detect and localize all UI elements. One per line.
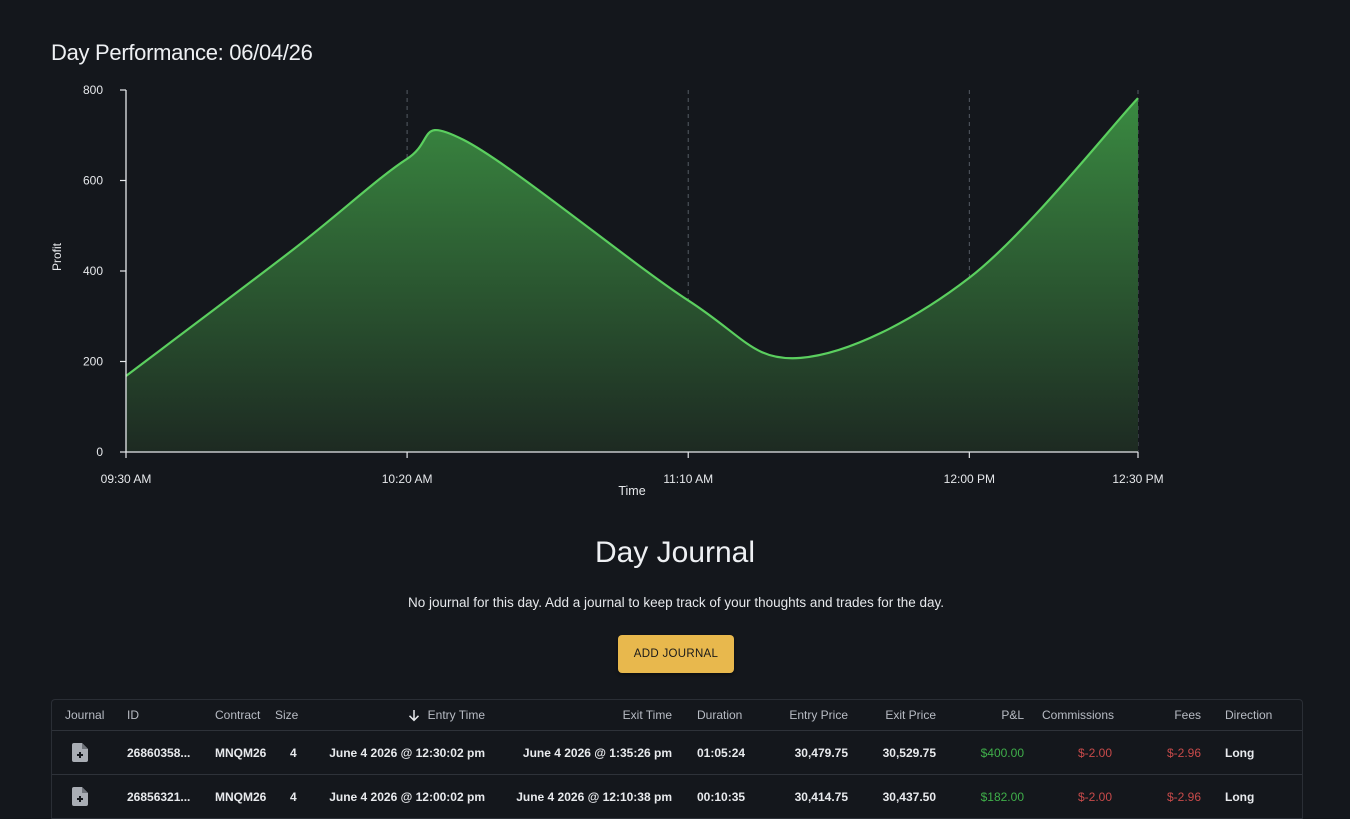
trade-entry-time: June 4 2026 @ 12:30:02 pm — [329, 745, 485, 760]
arrow-down-icon — [408, 709, 420, 722]
trade-direction: Long — [1225, 745, 1255, 760]
trade-duration: 00:10:35 — [697, 789, 746, 804]
note-add-icon[interactable] — [72, 775, 88, 818]
table-row[interactable]: 26856321... MNQM26 4 June 4 2026 @ 12:00… — [52, 775, 1302, 819]
trade-size: 4 — [290, 789, 297, 804]
column-header-size[interactable]: Size — [275, 708, 299, 722]
trade-fees: $-2.96 — [1166, 789, 1201, 804]
column-header-duration[interactable]: Duration — [697, 708, 743, 722]
table-header-row: Journal ID Contract Size Entry Time Exit… — [52, 700, 1302, 731]
trade-size: 4 — [290, 745, 297, 760]
trade-pnl: $400.00 — [980, 745, 1024, 760]
profit-line — [125, 97, 1139, 377]
trade-exit-price: 30,437.50 — [882, 789, 936, 804]
trade-id: 26860358... — [127, 745, 191, 760]
column-header-contract[interactable]: Contract — [215, 708, 261, 722]
x-tick-label: 10:20 AM — [382, 472, 433, 486]
column-header-id[interactable]: ID — [127, 708, 139, 722]
trades-table: Journal ID Contract Size Entry Time Exit… — [51, 699, 1303, 819]
column-header-commissions[interactable]: Commissions — [1042, 708, 1115, 722]
trade-commissions: $-2.00 — [1077, 789, 1112, 804]
y-tick-label: 400 — [83, 264, 103, 278]
trade-contract: MNQM26 — [215, 745, 267, 760]
column-header-entry-price[interactable]: Entry Price — [789, 708, 848, 722]
trade-contract: MNQM26 — [215, 789, 267, 804]
add-journal-button[interactable]: ADD JOURNAL — [618, 635, 734, 673]
profit-area-chart: 0 200 400 600 800 09:30 AM 10:20 AM 11:10 AM 12:… — [50, 83, 1164, 498]
x-axis-label: Time — [618, 484, 645, 498]
y-tick-label: 0 — [96, 445, 103, 459]
trade-id: 26856321... — [127, 789, 191, 804]
page-title: Day Performance: 06/04/26 — [51, 40, 313, 65]
trade-fees: $-2.96 — [1166, 745, 1201, 760]
note-add-icon[interactable] — [72, 731, 88, 774]
trade-exit-price: 30,529.75 — [882, 745, 936, 760]
trade-exit-time: June 4 2026 @ 1:35:26 pm — [522, 745, 672, 760]
x-tick-label: 12:00 PM — [944, 472, 995, 486]
entry-time-header-label: Entry Time — [427, 708, 485, 722]
column-header-exit-time[interactable]: Exit Time — [622, 708, 672, 722]
trade-commissions: $-2.00 — [1077, 745, 1112, 760]
trade-entry-time: June 4 2026 @ 12:00:02 pm — [329, 789, 485, 804]
trade-exit-time: June 4 2026 @ 12:10:38 pm — [516, 789, 672, 804]
no-journal-message: No journal for this day. Add a journal t… — [407, 595, 945, 610]
trade-direction: Long — [1225, 789, 1255, 804]
column-header-pnl[interactable]: P&L — [1001, 708, 1024, 722]
column-header-exit-price[interactable]: Exit Price — [885, 708, 936, 722]
column-header-direction[interactable]: Direction — [1225, 708, 1273, 722]
day-journal-title: Day Journal — [594, 536, 756, 569]
y-tick-label: 600 — [83, 174, 103, 188]
x-tick-label: 09:30 AM — [101, 472, 152, 486]
y-tick-label: 800 — [83, 83, 103, 97]
trade-entry-price: 30,414.75 — [794, 789, 848, 804]
table-row[interactable]: 26860358... MNQM26 4 June 4 2026 @ 12:30… — [52, 731, 1302, 775]
column-header-entry-time[interactable]: Entry Time — [372, 700, 485, 730]
trade-entry-price: 30,479.75 — [794, 745, 848, 760]
y-axis-label: Profit — [50, 242, 64, 271]
column-header-fees[interactable]: Fees — [1174, 708, 1201, 722]
x-tick-label: 12:30 PM — [1112, 472, 1163, 486]
trade-duration: 01:05:24 — [697, 745, 746, 760]
trade-pnl: $182.00 — [980, 789, 1024, 804]
column-header-journal[interactable]: Journal — [65, 708, 105, 722]
x-tick-label: 11:10 AM — [663, 472, 713, 486]
y-tick-label: 200 — [83, 355, 103, 369]
profit-area — [126, 98, 1138, 453]
